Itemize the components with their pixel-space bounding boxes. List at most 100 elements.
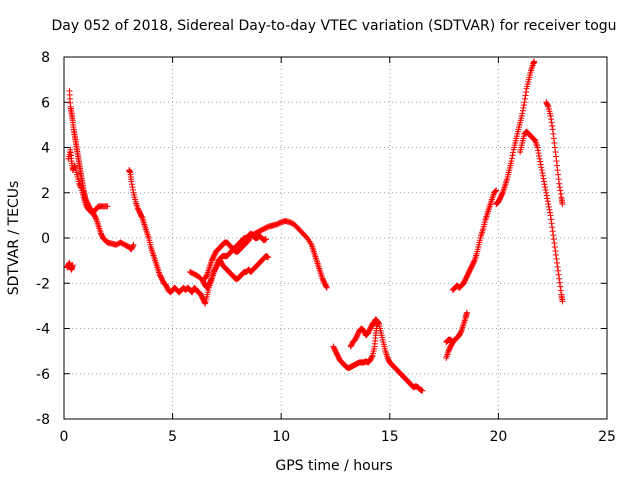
data-point <box>544 198 551 205</box>
data-point <box>548 119 555 126</box>
data-point <box>519 107 526 114</box>
data-point <box>554 259 561 266</box>
data-point <box>93 215 100 222</box>
y-tick-label: -2 <box>36 276 50 292</box>
data-point <box>536 155 543 162</box>
data-point <box>549 126 556 133</box>
data-point <box>463 309 470 316</box>
data-point <box>523 89 530 96</box>
data-point <box>555 267 562 274</box>
data-point <box>549 123 556 130</box>
data-point <box>449 338 456 345</box>
data-point <box>522 95 529 102</box>
data-point <box>129 186 136 193</box>
data-point <box>555 171 562 178</box>
data-points <box>64 58 566 394</box>
y-tick-label: 6 <box>41 95 50 111</box>
x-tick-label: 25 <box>598 429 616 445</box>
y-tick-label: -8 <box>36 412 50 428</box>
data-point <box>549 224 556 231</box>
data-point <box>373 317 380 324</box>
data-point <box>508 155 515 162</box>
chart-title: Day 052 of 2018, Sidereal Day-to-day VTE… <box>51 18 616 34</box>
y-tick-label: 4 <box>41 141 50 157</box>
data-point <box>519 110 526 117</box>
y-tick-label: -6 <box>36 367 50 383</box>
data-point <box>557 287 564 294</box>
data-point <box>551 240 558 247</box>
data-point <box>548 220 555 227</box>
data-point <box>538 164 545 171</box>
data-point <box>554 263 561 270</box>
x-tick-label: 15 <box>381 429 399 445</box>
data-point <box>557 187 564 194</box>
data-point <box>265 254 272 261</box>
data-point <box>545 203 552 210</box>
data-point <box>520 102 527 109</box>
plot-frame <box>63 56 608 420</box>
y-tick-label: 0 <box>41 231 50 247</box>
data-point <box>531 58 538 65</box>
data-point <box>556 180 563 187</box>
data-point <box>129 242 136 249</box>
data-point <box>553 158 560 165</box>
data-point <box>541 181 548 188</box>
data-point <box>535 147 542 154</box>
y-tick-label: -4 <box>36 322 50 338</box>
data-point <box>510 149 517 156</box>
data-point <box>203 272 210 279</box>
data-point <box>535 150 542 157</box>
data-point <box>546 209 553 216</box>
data-point <box>509 152 516 159</box>
data-point <box>542 184 549 191</box>
data-point <box>544 195 551 202</box>
data-point <box>539 172 546 179</box>
data-point <box>537 158 544 165</box>
data-point <box>543 189 550 196</box>
data-point <box>550 135 557 142</box>
data-point <box>556 275 563 282</box>
data-point <box>552 248 559 255</box>
data-point <box>550 236 557 243</box>
data-point <box>448 337 455 344</box>
data-point <box>544 102 551 109</box>
data-point <box>556 184 563 191</box>
data-point <box>499 190 506 197</box>
x-tick-label: 5 <box>168 429 177 445</box>
data-point <box>557 283 564 290</box>
data-point <box>559 298 566 305</box>
data-point <box>508 158 515 165</box>
data-point <box>449 339 456 346</box>
x-tick-label: 20 <box>489 429 507 445</box>
data-point <box>520 104 527 111</box>
data-point <box>551 144 558 151</box>
data-point <box>542 186 549 193</box>
data-point <box>548 216 555 223</box>
data-point <box>540 175 547 182</box>
data-point <box>492 188 499 195</box>
data-point <box>548 116 555 123</box>
data-point <box>521 99 528 106</box>
data-point <box>208 276 215 283</box>
data-point <box>201 299 208 306</box>
data-point <box>555 271 562 278</box>
data-point <box>550 232 557 239</box>
data-point <box>130 241 137 248</box>
data-point <box>129 184 136 191</box>
data-point <box>545 201 552 208</box>
data-point <box>536 152 543 159</box>
data-point <box>128 178 135 185</box>
data-point <box>559 201 566 208</box>
data-point <box>552 251 559 258</box>
data-point <box>323 284 330 291</box>
data-point <box>552 153 559 160</box>
data-point <box>552 149 559 156</box>
data-point <box>553 255 560 262</box>
data-point <box>368 353 375 360</box>
data-point <box>534 144 541 151</box>
data-point <box>538 167 545 174</box>
data-point <box>546 206 553 213</box>
y-tick-label: 8 <box>41 50 50 66</box>
data-point <box>543 192 550 199</box>
